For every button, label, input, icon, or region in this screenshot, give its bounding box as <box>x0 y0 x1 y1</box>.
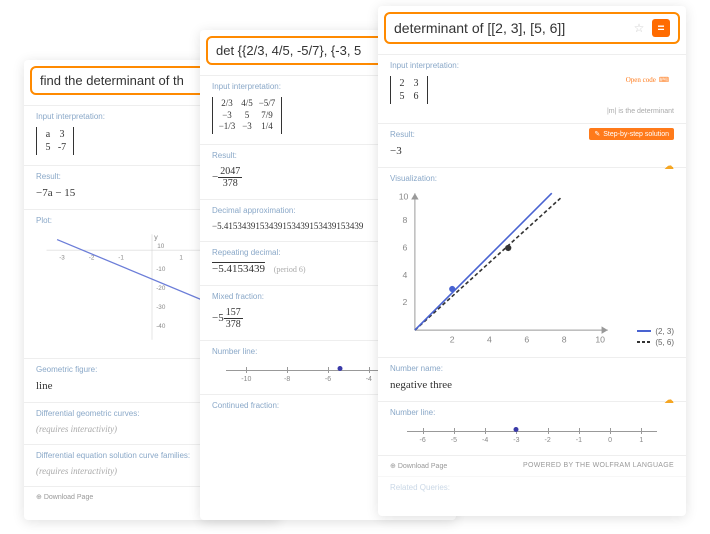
svg-text:y: y <box>154 233 158 242</box>
section-input-interp: Input interpretation: 23 56 Open code ⌨ … <box>378 54 686 123</box>
cloud-icon[interactable]: ☁ <box>664 161 674 172</box>
powered-by: POWERED BY THE WOLFRAM LANGUAGE <box>523 462 674 469</box>
download-link[interactable]: ⊕ Download Page <box>390 462 447 470</box>
label: Number name: <box>390 364 674 373</box>
svg-text:10: 10 <box>399 191 409 201</box>
svg-text:8: 8 <box>562 335 567 345</box>
numline: -6-5-4-3-2-101 <box>390 423 674 447</box>
svg-text:10: 10 <box>157 243 165 250</box>
matrix: a3 5-7 <box>36 127 74 155</box>
matrix: 2/34/5−5/7 −357/9 −1/3−31/4 <box>212 97 282 134</box>
label: Visualization: <box>390 174 674 183</box>
section-related: Related Queries: <box>378 476 686 504</box>
value: −3 <box>390 143 674 159</box>
svg-text:6: 6 <box>524 335 529 345</box>
step-by-step-button[interactable]: ✎ Step-by-step solution <box>589 128 674 140</box>
viz-svg: 2 4 6 8 10 2 4 6 8 10 <box>390 187 614 349</box>
label: Number line: <box>390 408 674 417</box>
svg-text:2: 2 <box>450 335 455 345</box>
section-numline: Number line: -6-5-4-3-2-101 <box>378 401 686 455</box>
svg-text:4: 4 <box>402 270 407 280</box>
compute-button[interactable]: = <box>652 19 670 37</box>
svg-text:10: 10 <box>595 335 605 345</box>
viz-legend: (2, 3) (5, 6) <box>620 325 674 349</box>
svg-text:2: 2 <box>402 297 407 307</box>
card-right: ☆ = Input interpretation: 23 56 Open cod… <box>378 6 686 516</box>
svg-text:-3: -3 <box>59 255 65 262</box>
section-result: Result: ✎ Step-by-step solution −3 ☁ <box>378 123 686 167</box>
label: Input interpretation: <box>390 61 674 70</box>
svg-text:-40: -40 <box>156 323 166 330</box>
svg-text:-30: -30 <box>156 304 166 311</box>
determinant-note: |m| is the determinant <box>390 108 674 115</box>
open-code-link[interactable]: Open code ⌨ <box>621 74 674 86</box>
footer-right: ⊕ Download Page POWERED BY THE WOLFRAM L… <box>378 455 686 476</box>
svg-text:-20: -20 <box>156 285 166 292</box>
search-bar-right[interactable]: ☆ = <box>384 12 680 44</box>
label: Result: ✎ Step-by-step solution <box>390 130 674 139</box>
matrix: 23 56 <box>390 76 428 104</box>
section-viz: Visualization: 246810 246810 (2, 3) (5, <box>378 167 686 357</box>
section-name: Number name: negative three ☁ <box>378 357 686 401</box>
svg-text:4: 4 <box>487 335 492 345</box>
cloud-icon[interactable]: ☁ <box>664 395 674 406</box>
svg-text:-1: -1 <box>118 255 124 262</box>
value: negative three <box>390 377 674 393</box>
search-input-right[interactable] <box>394 20 626 36</box>
svg-text:6: 6 <box>402 242 407 252</box>
star-icon[interactable]: ☆ <box>630 19 648 37</box>
download-link[interactable]: ⊕ Download Page <box>36 493 93 501</box>
svg-text:-2: -2 <box>89 255 95 262</box>
label: Related Queries: <box>390 483 674 492</box>
svg-text:1: 1 <box>179 255 183 262</box>
svg-text:8: 8 <box>402 215 407 225</box>
svg-text:-10: -10 <box>156 266 166 273</box>
